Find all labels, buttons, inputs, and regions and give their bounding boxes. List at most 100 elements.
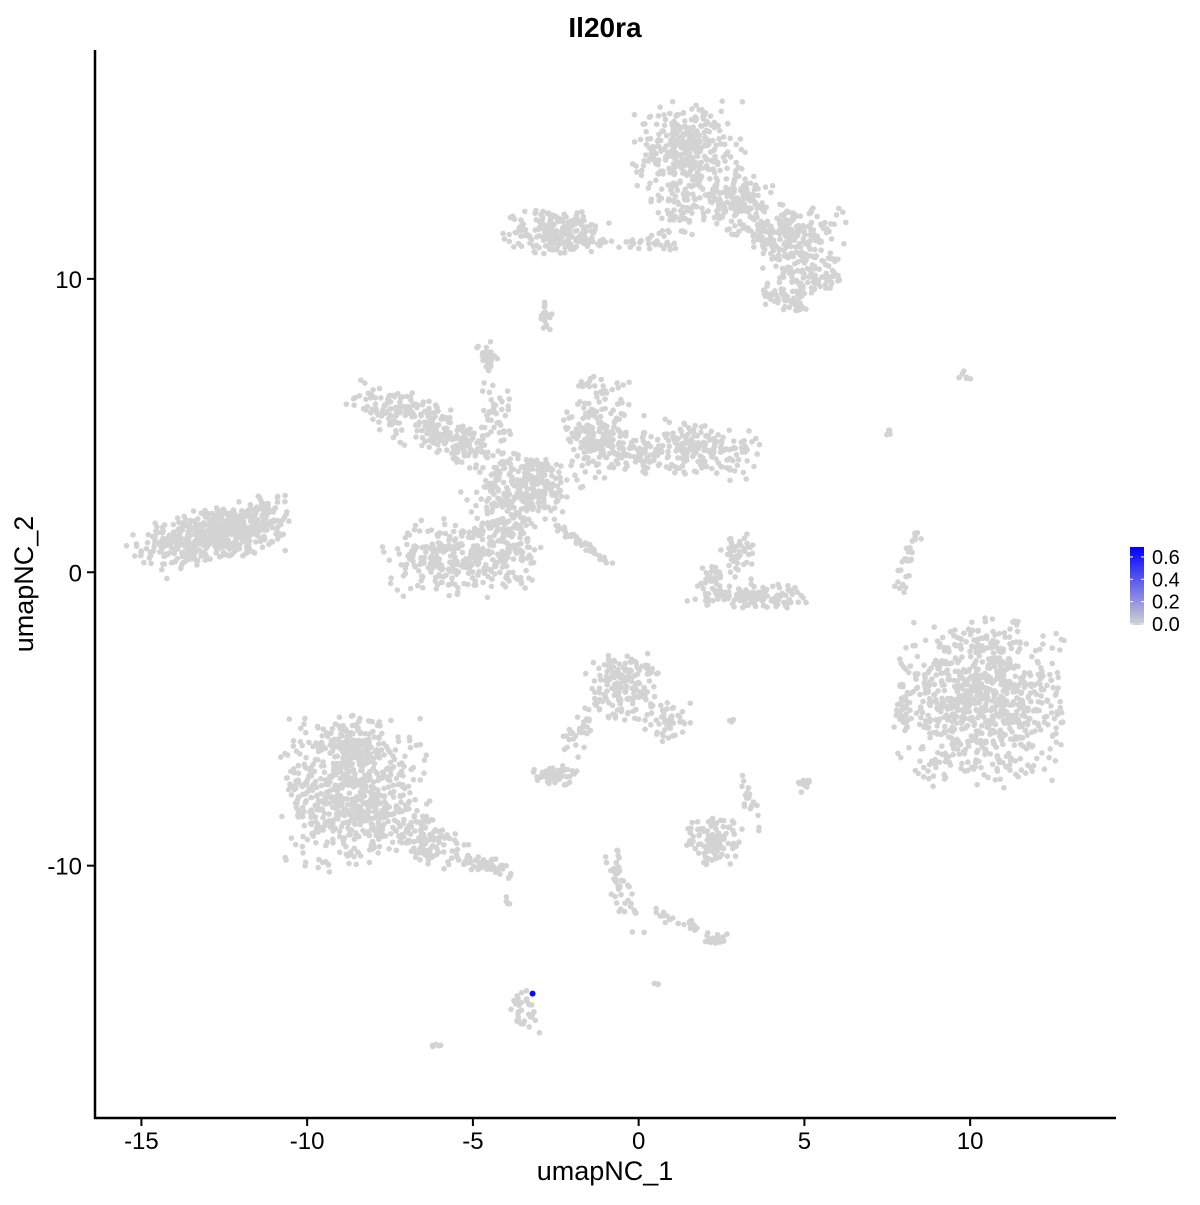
cell-point xyxy=(715,159,721,166)
cell-point xyxy=(572,215,579,222)
cell-point xyxy=(963,639,969,645)
cell-point xyxy=(311,782,317,788)
cell-point xyxy=(580,229,586,236)
cell-point xyxy=(594,394,600,400)
cell-point xyxy=(679,210,685,216)
cell-point xyxy=(412,796,419,803)
cell-point xyxy=(601,554,608,561)
cell-point xyxy=(699,205,705,211)
cell-point xyxy=(475,572,481,578)
cell-point xyxy=(370,779,377,785)
cell-point xyxy=(441,415,447,422)
cell-point xyxy=(406,799,412,805)
cell-point xyxy=(768,189,774,196)
cell-point xyxy=(396,404,403,410)
cell-point xyxy=(330,817,337,823)
cell-point xyxy=(895,750,901,757)
cell-point xyxy=(527,240,533,246)
cell-point xyxy=(264,527,270,533)
cell-point xyxy=(512,451,518,457)
cell-point xyxy=(407,405,413,411)
cell-point xyxy=(442,547,449,553)
cell-point xyxy=(606,220,612,226)
cell-point xyxy=(379,730,385,737)
cell-point xyxy=(330,836,336,843)
cell-point xyxy=(174,515,181,521)
cell-point xyxy=(572,228,578,234)
cell-point xyxy=(952,668,959,675)
cell-point xyxy=(734,195,741,201)
cell-point xyxy=(366,847,373,853)
cell-point xyxy=(381,752,387,758)
cell-point xyxy=(610,430,616,437)
cell-point xyxy=(564,494,570,500)
cell-point xyxy=(300,833,306,840)
cell-point xyxy=(977,681,984,688)
cell-point xyxy=(398,768,405,775)
cell-point xyxy=(193,545,199,551)
cell-point xyxy=(154,524,160,530)
cell-point xyxy=(437,437,443,443)
cell-point xyxy=(930,783,936,790)
cell-point xyxy=(785,582,791,589)
cell-point xyxy=(553,461,560,468)
cell-point xyxy=(496,429,503,436)
cell-point xyxy=(995,696,1002,703)
cell-point xyxy=(401,403,408,410)
cell-point xyxy=(191,531,198,538)
cell-point xyxy=(727,467,733,473)
cell-point xyxy=(150,548,157,554)
cell-point xyxy=(904,723,910,730)
cell-point xyxy=(399,394,406,400)
cell-point xyxy=(710,147,717,154)
cell-point xyxy=(1021,684,1028,691)
cell-point xyxy=(328,794,335,800)
cell-point xyxy=(904,718,910,725)
cell-point xyxy=(927,730,933,737)
cell-point xyxy=(392,827,399,833)
cell-point xyxy=(750,215,756,221)
cell-point xyxy=(910,642,916,649)
cell-point xyxy=(990,706,996,713)
cell-point xyxy=(640,460,646,467)
cell-point xyxy=(416,528,423,534)
cell-point xyxy=(744,540,750,547)
cell-point xyxy=(1058,709,1065,716)
cell-point xyxy=(726,562,732,569)
cell-point xyxy=(813,237,819,244)
cell-point xyxy=(763,587,769,594)
cell-point xyxy=(937,716,943,722)
cell-point xyxy=(484,454,491,461)
cell-point xyxy=(406,734,413,741)
cell-point xyxy=(790,213,796,220)
cell-point xyxy=(470,543,477,549)
cell-point xyxy=(989,761,996,768)
cell-point xyxy=(404,541,410,548)
cell-point xyxy=(1031,719,1038,726)
cell-point xyxy=(284,509,290,515)
cell-point xyxy=(393,413,400,419)
cell-point xyxy=(550,247,557,253)
cell-point xyxy=(953,643,959,649)
cell-point xyxy=(947,705,953,712)
cell-point xyxy=(776,279,783,286)
cell-point xyxy=(716,136,722,142)
cell-point xyxy=(491,424,497,431)
cell-point xyxy=(670,144,677,150)
cell-point xyxy=(495,538,501,544)
cell-point xyxy=(429,439,436,445)
cell-point xyxy=(506,231,512,238)
cell-point xyxy=(736,199,743,206)
cell-point xyxy=(732,223,738,229)
cell-point xyxy=(1022,727,1029,734)
cell-point xyxy=(686,151,692,158)
cell-point xyxy=(957,741,964,748)
cell-point xyxy=(706,166,712,173)
cell-point xyxy=(736,173,742,179)
cell-point xyxy=(503,528,510,535)
cell-point xyxy=(419,573,425,579)
cell-point xyxy=(540,310,547,316)
cell-point xyxy=(715,206,722,213)
cell-point xyxy=(939,658,945,664)
cell-point xyxy=(946,727,953,734)
